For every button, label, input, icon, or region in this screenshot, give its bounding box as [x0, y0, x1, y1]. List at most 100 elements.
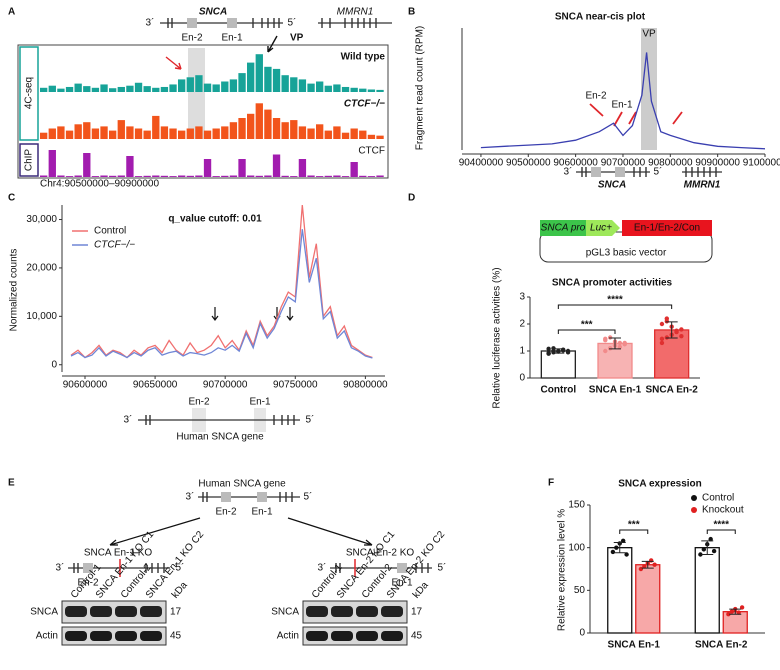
track-bar [367, 89, 376, 92]
track-bar [134, 128, 143, 139]
decoration [591, 167, 601, 177]
y-tick-label: 0 [51, 359, 57, 370]
decoration [211, 307, 219, 321]
track-bar [48, 85, 56, 92]
x-tick-label: 90900000 [695, 158, 740, 169]
track-bar [91, 87, 100, 92]
decoration [381, 631, 403, 641]
track-bar [117, 120, 125, 139]
decoration [331, 606, 353, 617]
label: En-2 [215, 507, 237, 518]
label: En-1 [611, 100, 633, 111]
label: En-1/En-2/Con [634, 223, 700, 234]
decoration [589, 103, 604, 117]
label: SNCA En-1 KO [84, 548, 153, 559]
data-point [664, 316, 670, 321]
track-bar [100, 84, 108, 92]
data-point [565, 350, 571, 355]
track-bar [281, 175, 289, 177]
track-bar [117, 86, 125, 92]
significance-bracket [557, 329, 616, 334]
data-point [736, 610, 741, 615]
decoration [287, 517, 373, 546]
y-axis-label: Normalized counts [9, 249, 20, 332]
label: 3´ [318, 562, 327, 574]
data-line [70, 229, 373, 359]
y-tick-label: 0 [519, 373, 525, 384]
label: 17 [411, 607, 423, 618]
track-bar [212, 84, 220, 92]
decoration [221, 492, 231, 502]
track-bar [57, 126, 65, 139]
label: Actin [277, 631, 299, 642]
legend-swatch [691, 495, 697, 501]
decoration [187, 18, 197, 28]
track-bar [333, 175, 341, 177]
track-bar [57, 88, 65, 92]
track-bar [307, 175, 315, 177]
decoration [267, 35, 278, 53]
significance-label: *** [581, 320, 593, 331]
track-bar [229, 79, 238, 92]
bar [694, 547, 720, 634]
track-bar [186, 128, 194, 139]
label: 45 [170, 631, 182, 642]
decoration [306, 606, 328, 617]
label: 45 [411, 631, 423, 642]
track-bar [109, 88, 117, 92]
track-bar [143, 175, 151, 177]
decoration [381, 606, 403, 617]
data-point [708, 536, 713, 542]
y-tick-label: 150 [568, 500, 585, 511]
track-bar [100, 175, 108, 177]
label: 3´ [564, 166, 573, 178]
track-bar [40, 87, 48, 92]
track-bar [238, 159, 246, 177]
chart-title: SNCA promoter activities [552, 278, 673, 289]
track-bar [40, 132, 48, 139]
data-point [726, 612, 731, 617]
data-point [652, 562, 657, 567]
track-bar [169, 176, 177, 177]
error-bar [609, 337, 621, 350]
data-point [603, 336, 608, 342]
track-bar [221, 81, 229, 92]
track-bar [238, 118, 246, 139]
panel-label: E [8, 478, 15, 489]
track-bar [178, 175, 186, 177]
track-bar [281, 122, 289, 139]
label: SNCA [30, 607, 58, 618]
x-tick-label: SNCA En-1 [589, 385, 642, 396]
decoration [19, 46, 39, 141]
track-bar [65, 86, 74, 92]
track-bar [350, 128, 358, 139]
track-bar [109, 130, 117, 139]
decoration [19, 143, 39, 177]
track-bar [221, 126, 229, 139]
track-bar [195, 75, 203, 92]
label: 3´ [146, 17, 155, 29]
label: kDa [411, 580, 431, 601]
decoration [672, 111, 683, 125]
track-bar [316, 176, 324, 177]
label: kDa [170, 580, 190, 601]
label: VP [642, 29, 656, 40]
decoration [257, 492, 267, 502]
decoration [613, 111, 623, 127]
legend-label: CTCF [358, 146, 385, 157]
x-tick-label: 90700000 [203, 380, 248, 391]
track-bar [324, 85, 332, 92]
chart-title: SNCA expression [618, 479, 702, 490]
significance-bracket [706, 529, 736, 534]
label: 5´ [438, 562, 447, 574]
track-bar [83, 153, 91, 177]
track-bar [203, 83, 212, 92]
label: Human SNCA gene [176, 432, 264, 443]
track-bar [186, 175, 194, 177]
label: 3´ [186, 491, 195, 503]
track-bar [203, 159, 212, 177]
track-bar [178, 79, 186, 92]
x-tick-label: 90600000 [63, 380, 108, 391]
label: En-1 [391, 578, 413, 589]
track-bar [48, 150, 56, 177]
